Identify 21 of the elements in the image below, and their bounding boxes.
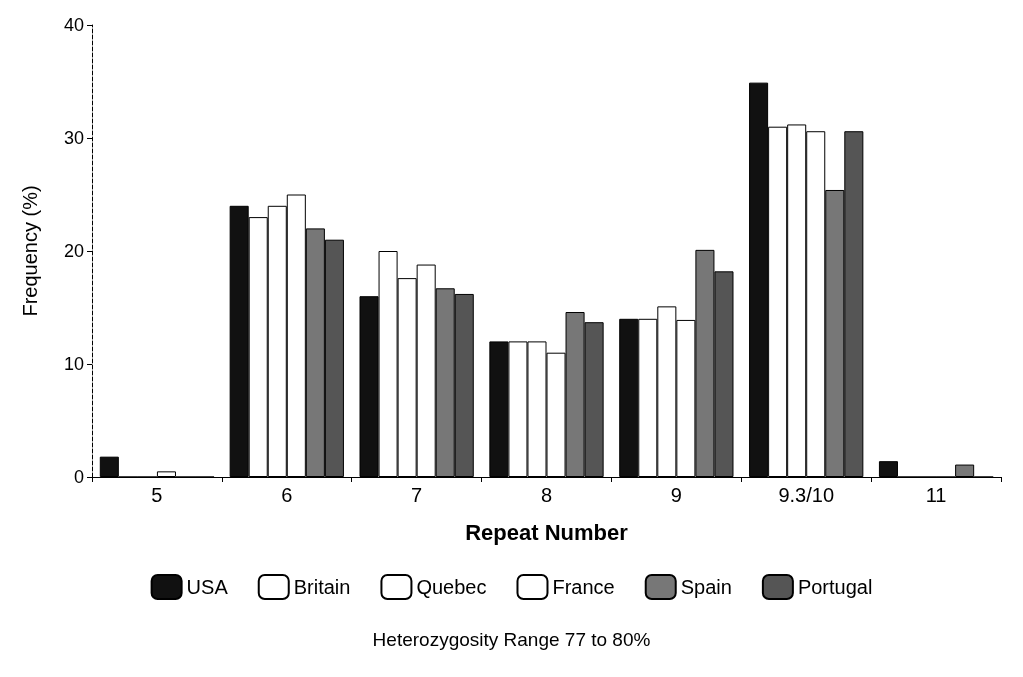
x-tick-label: 6 — [281, 484, 293, 506]
x-tick-label: 11 — [925, 484, 947, 506]
legend-label: Portugal — [797, 576, 873, 598]
y-axis-title: Frequency (%) — [19, 185, 41, 317]
legend-label: Spain — [680, 576, 732, 598]
x-tick-label: 5 — [151, 484, 163, 506]
y-tick-label: 40 — [63, 15, 84, 35]
text: Heterozygosity Range 77 to 80% — [372, 629, 651, 650]
y-tick-label: 20 — [63, 241, 84, 261]
x-tick-label: 7 — [411, 484, 423, 506]
x-tick-label: 8 — [540, 484, 553, 506]
y-tick-label: 30 — [63, 128, 84, 148]
legend-label: Quebec — [416, 576, 487, 598]
x-axis-title: Repeat Number — [465, 519, 629, 545]
legend-label: France — [552, 576, 615, 598]
x-tick-label: 9 — [670, 484, 682, 506]
legend-label: USA — [186, 576, 229, 598]
x-tick-label: 9.3/10 — [778, 484, 835, 506]
legend-label: Britain — [293, 576, 351, 598]
y-tick-label: 10 — [63, 354, 84, 374]
y-tick-label: 0 — [73, 467, 84, 487]
